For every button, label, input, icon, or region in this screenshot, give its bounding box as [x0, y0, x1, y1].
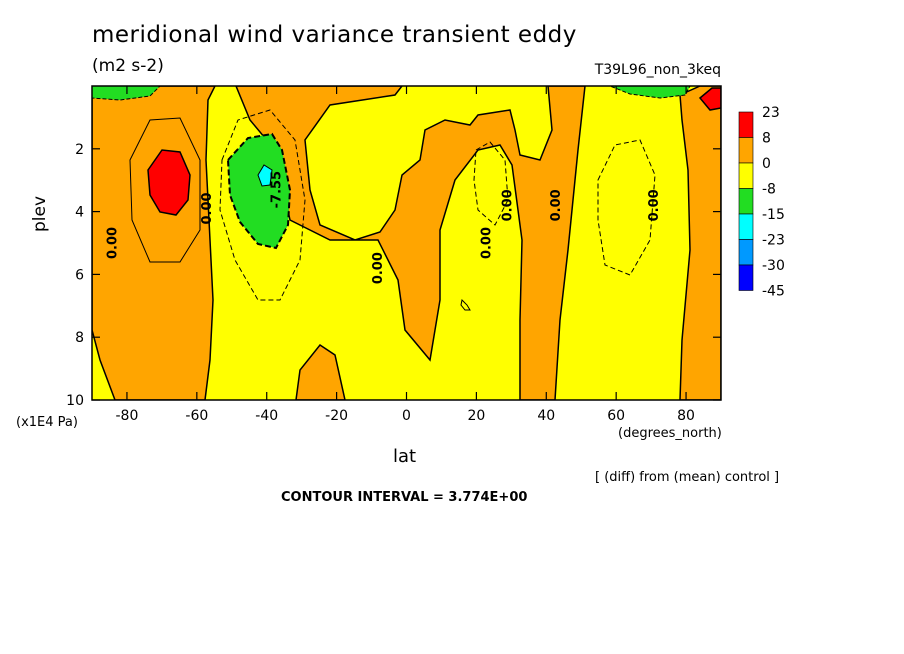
region-south-red — [147, 149, 191, 216]
y-tick-label: 2 — [75, 142, 84, 158]
contour-dashed-1 — [219, 109, 306, 301]
legend-swatch — [738, 213, 754, 240]
x-tick-label: 40 — [537, 408, 555, 424]
contour-label: 0.00 — [479, 227, 494, 259]
region-green-min — [226, 132, 292, 250]
contour-label: 0.00 — [549, 189, 564, 221]
region-top-left-green — [92, 86, 161, 101]
region-north-orange — [679, 86, 721, 400]
contour-interval: CONTOUR INTERVAL = 3.774E+00 — [281, 490, 528, 505]
contour-label: 0.00 — [647, 189, 662, 221]
region-top-right-green — [609, 86, 691, 99]
legend-level-label: -45 — [762, 284, 785, 300]
y-tick-label: 8 — [75, 330, 84, 346]
legend-level-label: -23 — [762, 233, 785, 249]
x-axis-units: (degrees_north) — [618, 426, 722, 441]
legend-level-label: 23 — [762, 105, 780, 121]
contour-solid-2 — [460, 298, 471, 311]
legend-swatch — [738, 137, 754, 164]
x-tick-label: 0 — [402, 408, 411, 424]
x-tick-label: 80 — [677, 408, 695, 424]
y-axis-units: (x1E4 Pa) — [16, 415, 78, 430]
y-tick-label: 4 — [75, 205, 84, 221]
contour-label: 0.00 — [500, 189, 515, 221]
legend-swatch — [738, 264, 754, 291]
x-tick-label: -60 — [185, 408, 208, 424]
x-tick-label: 20 — [467, 408, 485, 424]
contour-label: 0.00 — [371, 252, 386, 284]
legend-level-label: -15 — [762, 207, 785, 223]
x-tick-label: -80 — [116, 408, 139, 424]
y-tick-label: 6 — [75, 267, 84, 283]
axis-ticks: -80 -60 -40 -20 0 20 40 60 80 2 4 6 8 10 — [66, 86, 721, 424]
region-north-red — [698, 87, 721, 111]
legend-swatch — [738, 188, 754, 215]
legend-swatch — [738, 111, 754, 138]
contour-label: 0.00 — [105, 227, 120, 259]
color-legend: 23 8 0 -8 -15 -23 -30 -45 — [738, 105, 785, 300]
x-tick-label: -20 — [325, 408, 348, 424]
legend-level-label: -30 — [762, 258, 785, 274]
contour-label: -7.55 — [270, 171, 285, 208]
region-bottom-orange — [295, 343, 346, 400]
plot-area — [92, 86, 721, 400]
legend-swatch — [738, 239, 754, 266]
diff-note: [ (diff) from (mean) control ] — [595, 470, 780, 485]
legend-level-label: 0 — [762, 156, 771, 172]
y-tick-label: 10 — [66, 393, 84, 409]
x-tick-label: 60 — [607, 408, 625, 424]
contour-label: 0.00 — [200, 192, 215, 224]
legend-level-label: 8 — [762, 131, 771, 147]
chart-units: (m2 s-2) — [92, 56, 164, 76]
chart-title: meridional wind variance transient eddy — [92, 22, 577, 48]
region-central-orange — [235, 86, 586, 400]
x-axis-label: lat — [393, 446, 417, 467]
x-tick-label: -40 — [255, 408, 278, 424]
contour-solid-1 — [129, 117, 201, 263]
run-label: T39L96_non_3keq — [594, 62, 721, 78]
legend-swatch — [738, 162, 754, 189]
region-cyan-min — [257, 164, 273, 187]
contour-labels: 0.00 0.00 -7.55 0.00 0.00 0.00 0.00 0.00 — [105, 171, 662, 284]
contour-dashed-2 — [473, 141, 509, 226]
legend-level-label: -8 — [762, 182, 776, 198]
contour-dashed-3 — [597, 139, 656, 276]
